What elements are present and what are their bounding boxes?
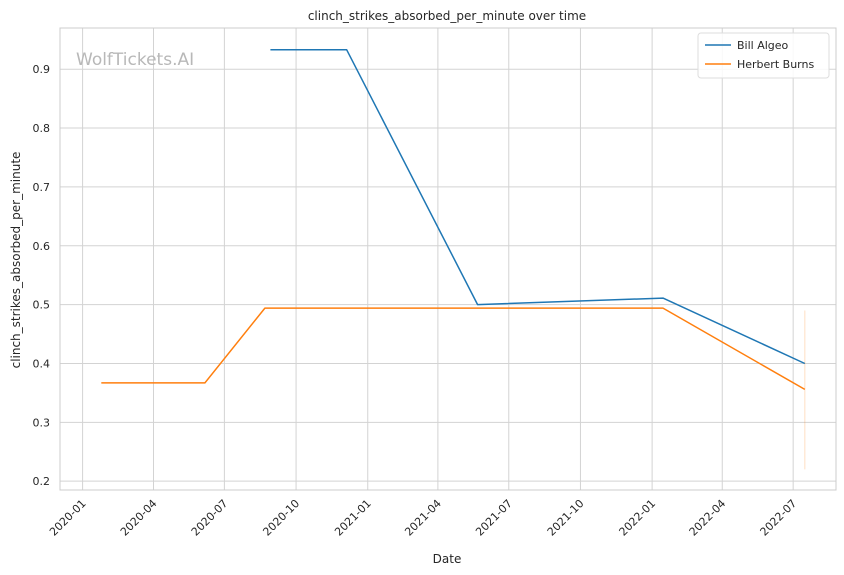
plot-frame [59, 27, 837, 491]
legend-label-herbert-burns: Herbert Burns [737, 58, 814, 71]
y-tick-label: 0.8 [33, 122, 51, 135]
y-tick-label: 0.2 [33, 475, 51, 488]
y-tick-label: 0.3 [33, 416, 51, 429]
y-tick-labels: 0.2 0.3 0.4 0.5 0.6 0.7 0.8 0.9 [33, 63, 51, 488]
series-line-bill-algeo [270, 49, 806, 365]
series-layer [101, 49, 806, 391]
series-bill-algeo [270, 49, 806, 365]
series-line-herbert-burns [101, 307, 806, 391]
legend: Bill Algeo Herbert Burns [697, 32, 830, 79]
x-axis-label: Date [433, 552, 462, 566]
series-herbert-burns [101, 307, 806, 391]
y-tick-label: 0.4 [33, 357, 51, 370]
chart-title: clinch_strikes_absorbed_per_minute over … [308, 9, 586, 23]
y-axis-label: clinch_strikes_absorbed_per_minute [9, 152, 23, 369]
y-tick-label: 0.7 [33, 181, 51, 194]
y-tick-label: 0.9 [33, 63, 51, 76]
y-tick-label: 0.6 [33, 240, 51, 253]
y-tick-label: 0.5 [33, 299, 51, 312]
watermark: WolfTickets.AI [76, 50, 194, 70]
legend-label-bill-algeo: Bill Algeo [737, 39, 789, 52]
